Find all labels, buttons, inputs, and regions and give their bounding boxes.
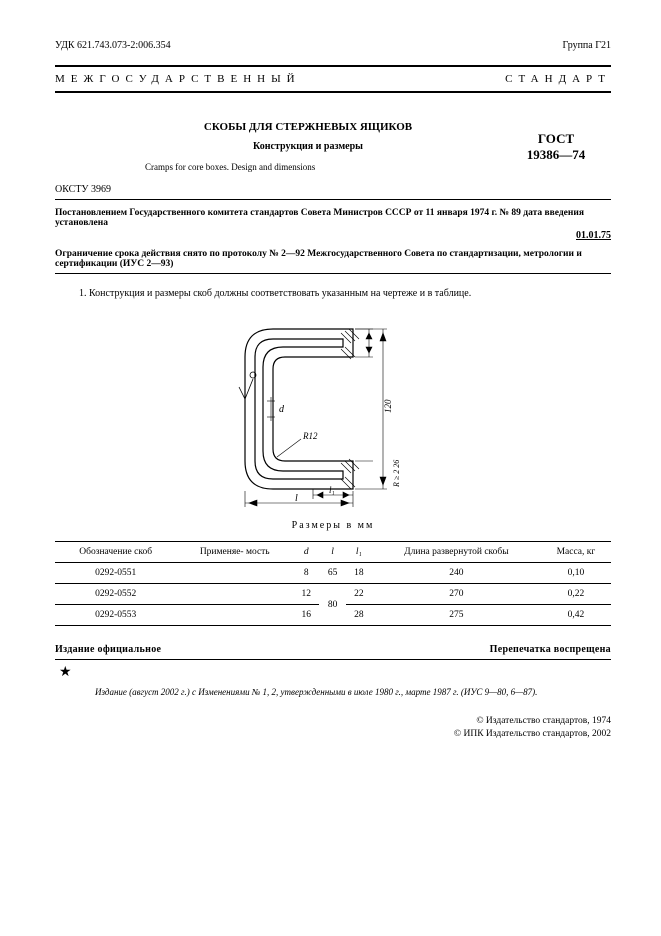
- td: 0292-0552: [55, 584, 176, 605]
- td: 8: [293, 563, 319, 584]
- footer-left: Издание официальное: [55, 644, 161, 655]
- dim-r226: R ≥ 2 26: [392, 460, 401, 488]
- dimensions-table: Обозначение скоб Применяе- мость d l l₁ …: [55, 541, 611, 626]
- intro-date: 01.01.75: [55, 230, 611, 241]
- td: [176, 584, 293, 605]
- dim-120: 120: [383, 399, 393, 413]
- decree-block: Постановлением Государственного комитета…: [55, 208, 611, 228]
- td: 22: [346, 584, 372, 605]
- td: 0292-0551: [55, 563, 176, 584]
- td-merged-l: 80: [319, 584, 345, 626]
- title-main: СКОБЫ ДЛЯ СТЕРЖНЕВЫХ ЯЩИКОВ: [115, 121, 501, 133]
- table-body: 0292-0551 8 65 18 240 0,10 0292-0552 12 …: [55, 563, 611, 626]
- figure-caption: Размеры в мм: [55, 520, 611, 531]
- table-row: 0292-0552 12 80 22 270 0,22: [55, 584, 611, 605]
- th-6: Масса, кг: [541, 542, 611, 563]
- dim-l1: l₁: [329, 485, 335, 495]
- table-row: 0292-0551 8 65 18 240 0,10: [55, 563, 611, 584]
- td: [176, 563, 293, 584]
- rule-2: [55, 273, 611, 274]
- dim-r12: R12: [302, 431, 318, 441]
- title-column: СКОБЫ ДЛЯ СТЕРЖНЕВЫХ ЯЩИКОВ Конструкция …: [55, 121, 501, 172]
- td: [176, 605, 293, 626]
- td: 0,22: [541, 584, 611, 605]
- td: 270: [372, 584, 541, 605]
- footer-row: Издание официальное Перепечатка воспреще…: [55, 644, 611, 655]
- td: 275: [372, 605, 541, 626]
- udk: УДК 621.743.073-2:006.354: [55, 40, 171, 51]
- gost-num: 19386—74: [501, 147, 611, 163]
- banner: МЕЖГОСУДАРСТВЕННЫЙ СТАНДАРТ: [55, 65, 611, 93]
- th-4: l₁: [346, 542, 372, 563]
- rule-1: [55, 199, 611, 200]
- td: 16: [293, 605, 319, 626]
- th-1: Применяе- мость: [176, 542, 293, 563]
- td: 0,10: [541, 563, 611, 584]
- edition-note: Издание (август 2002 г.) с Изменениями №…: [55, 687, 611, 697]
- td: 18: [346, 563, 372, 584]
- page: УДК 621.743.073-2:006.354 Группа Г21 МЕЖ…: [0, 0, 661, 936]
- decree-line1: Постановлением Государственного комитета…: [55, 208, 584, 228]
- gost-label: ГОСТ: [501, 131, 611, 147]
- td: 28: [346, 605, 372, 626]
- td: 240: [372, 563, 541, 584]
- star-icon: ★: [59, 664, 611, 681]
- clause-1: 1. Конструкция и размеры скоб должны соо…: [55, 288, 611, 299]
- decree-line2-wrap: Ограничение срока действия снято по прот…: [55, 249, 611, 269]
- th-2: d: [293, 542, 319, 563]
- th-3: l: [319, 542, 345, 563]
- td: 65: [319, 563, 345, 584]
- okstu: ОКСТУ 3969: [55, 184, 611, 195]
- copyright-2: © ИПК Издательство стандартов, 2002: [55, 728, 611, 741]
- drawing-svg: d R12 120 R ≥ 2 26: [213, 309, 453, 509]
- header-block: СКОБЫ ДЛЯ СТЕРЖНЕВЫХ ЯЩИКОВ Конструкция …: [55, 121, 611, 172]
- footer-right: Перепечатка воспрещена: [490, 644, 611, 655]
- dim-d: d: [279, 404, 285, 415]
- gost-column: ГОСТ 19386—74: [501, 121, 611, 163]
- decree-line2: Ограничение срока действия снято по прот…: [55, 249, 582, 269]
- group: Группа Г21: [563, 40, 611, 51]
- td: 0,42: [541, 605, 611, 626]
- dim-l: l: [295, 493, 298, 504]
- td: 0292-0553: [55, 605, 176, 626]
- figure: d R12 120 R ≥ 2 26: [55, 309, 611, 512]
- td: 12: [293, 584, 319, 605]
- top-row: УДК 621.743.073-2:006.354 Группа Г21: [55, 40, 611, 51]
- th-5: Длина развернутой скобы: [372, 542, 541, 563]
- table-header-row: Обозначение скоб Применяе- мость d l l₁ …: [55, 542, 611, 563]
- title-en: Cramps for core boxes. Design and dimens…: [115, 162, 501, 172]
- copyright-block: © Издательство стандартов, 1974 © ИПК Из…: [55, 715, 611, 742]
- copyright-1: © Издательство стандартов, 1974: [55, 715, 611, 728]
- rule-3: [55, 659, 611, 660]
- title-sub: Конструкция и размеры: [115, 141, 501, 152]
- th-0: Обозначение скоб: [55, 542, 176, 563]
